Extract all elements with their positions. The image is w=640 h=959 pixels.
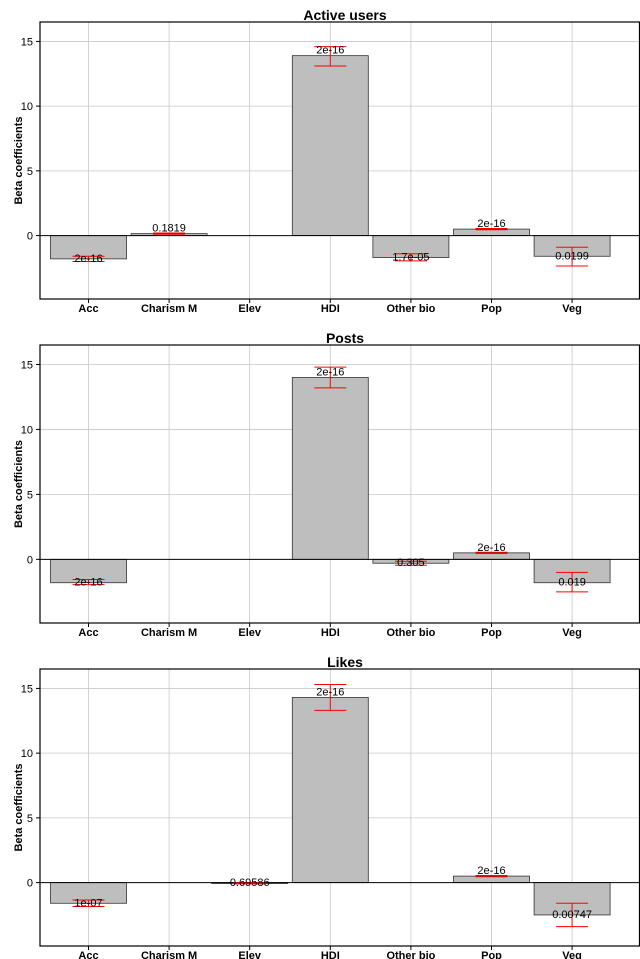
data-label: 0.1819 <box>152 223 186 235</box>
y-tick-label: 0 <box>27 554 33 566</box>
data-label: 2e-16 <box>74 253 102 265</box>
x-tick-label: Elev <box>238 627 262 639</box>
data-label: 2e-16 <box>316 45 344 57</box>
x-tick-label: Elev <box>238 303 262 315</box>
x-tick-label: Charism M <box>141 950 197 959</box>
data-label: 1e-07 <box>74 897 102 909</box>
data-label: 0.305 <box>397 557 425 569</box>
x-tick-label: Charism M <box>141 303 197 315</box>
x-tick-label: Veg <box>562 950 582 959</box>
error-bar <box>314 366 347 389</box>
data-label: 0.019 <box>558 577 586 589</box>
y-tick-label: 5 <box>27 813 33 825</box>
chart-panel-3: 1e-07 0.69586 2e-16 2e-16 0.00747 0 5 10 15 Acc Ch… <box>13 654 640 959</box>
chart-panel-2: 2e-16 2e-16 0.305 2e-16 0.019 0 5 10 15 Acc Charis… <box>13 330 640 639</box>
x-tick-label: Veg <box>562 303 582 315</box>
x-tick-label: Charism M <box>141 627 197 639</box>
y-tick-label: 10 <box>21 748 33 760</box>
x-tick-label: Acc <box>78 950 98 959</box>
data-label: 0.0199 <box>555 250 589 262</box>
y-tick-label: 5 <box>27 166 33 178</box>
error-bar <box>314 46 347 67</box>
chart-title: Posts <box>326 330 364 346</box>
x-tick-label: Acc <box>78 627 98 639</box>
x-tick-label: Elev <box>238 950 262 959</box>
x-tick-label: Acc <box>78 303 98 315</box>
x-tick-label: Veg <box>562 627 582 639</box>
data-label: 2e-16 <box>316 366 344 378</box>
x-tick-label: Other bio <box>386 303 435 315</box>
x-tick-label: HDI <box>321 950 340 959</box>
data-label: 2e-16 <box>477 218 505 230</box>
chart-title: Likes <box>327 654 363 670</box>
error-bar <box>556 246 589 267</box>
y-tick-label: 10 <box>21 424 33 436</box>
data-label: 1.7e-05 <box>392 252 429 264</box>
error-bar <box>556 571 589 593</box>
error-bar <box>556 902 589 928</box>
y-tick-label: 5 <box>27 489 33 501</box>
error-bar <box>475 551 508 554</box>
y-tick-label: 0 <box>27 878 33 890</box>
error-bar <box>475 227 508 231</box>
bar-hdi <box>291 377 369 560</box>
x-tick-label: Other bio <box>386 950 435 959</box>
error-bar <box>72 255 105 262</box>
x-tick-label: Other bio <box>386 627 435 639</box>
error-bar <box>475 874 508 878</box>
error-bar <box>394 253 427 262</box>
y-axis-label: Beta coefficients <box>13 763 25 851</box>
data-label: 2e-16 <box>477 542 505 554</box>
error-bar <box>394 560 427 566</box>
error-bar <box>72 899 105 908</box>
y-tick-label: 0 <box>27 231 33 243</box>
error-bar <box>153 232 186 235</box>
x-tick-label: HDI <box>321 627 340 639</box>
data-label: 0.00747 <box>552 909 592 921</box>
error-bar <box>72 578 105 586</box>
y-tick-label: 15 <box>21 683 33 695</box>
bar-hdi <box>291 697 369 883</box>
bar-hdi <box>291 55 369 236</box>
x-tick-label: HDI <box>321 303 340 315</box>
y-axis-label: Beta coefficients <box>13 440 25 528</box>
chart-title: Active users <box>303 7 386 23</box>
x-tick-label: Pop <box>481 950 502 959</box>
error-bar <box>233 882 266 885</box>
data-label: 0.69586 <box>230 877 270 889</box>
x-tick-label: Pop <box>481 303 502 315</box>
x-tick-label: Pop <box>481 627 502 639</box>
chart-panel-1: 2e-16 0.1819 2e-16 1.7e-05 2e-16 0.0199 0 5 10 15… <box>13 7 640 315</box>
data-label: 2e-16 <box>316 686 344 698</box>
error-bar <box>314 684 347 711</box>
y-tick-label: 15 <box>21 36 33 48</box>
y-tick-label: 10 <box>21 101 33 113</box>
data-label: 2e-16 <box>74 577 102 589</box>
data-label: 2e-16 <box>477 865 505 877</box>
y-axis-label: Beta coefficients <box>13 116 25 204</box>
y-tick-label: 15 <box>21 359 33 371</box>
